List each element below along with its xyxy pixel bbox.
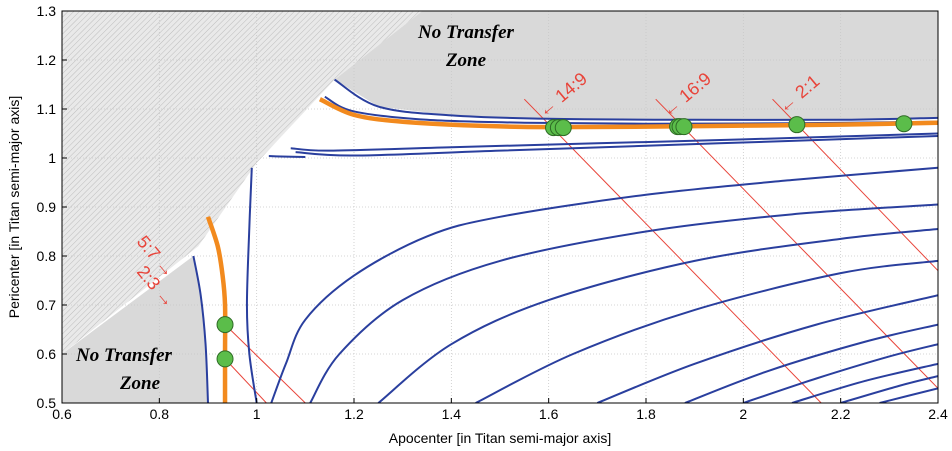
resonance-line-0 — [224, 324, 306, 403]
x-tick-label-2: 1 — [253, 406, 261, 422]
x-tick-label-8: 2.2 — [831, 406, 851, 422]
blue-curve-16 — [879, 387, 938, 403]
blue-curve-9 — [377, 228, 938, 403]
blue-curve-10 — [475, 259, 938, 403]
y-tick-label-0: 0.5 — [37, 395, 57, 411]
transfer-points — [216, 115, 913, 368]
x-tick-label-5: 1.6 — [539, 406, 559, 422]
blue-curve-4 — [295, 134, 938, 157]
y-tick-label-1: 0.6 — [37, 346, 57, 362]
resonance-line-2 — [523, 98, 822, 403]
transfer-point-6 — [788, 116, 806, 134]
x-tick-label-7: 2 — [739, 406, 747, 422]
x-tick-label-0: 0.6 — [52, 406, 72, 422]
y-tick-label-2: 0.7 — [37, 297, 57, 313]
y-axis-title: Pericenter [in Titan semi-major axis] — [6, 96, 22, 319]
x-axis-title: Apocenter [in Titan semi-major axis] — [389, 430, 612, 446]
y-tick-label-6: 1.1 — [37, 101, 57, 117]
blue-curve-2 — [290, 132, 938, 152]
curves — [192, 78, 938, 403]
blue-curve-14 — [791, 362, 938, 403]
blue-curve-12 — [684, 323, 938, 403]
no-transfer-regions — [62, 11, 938, 403]
resonance-line-1 — [224, 358, 267, 403]
y-tick-label-5: 1 — [48, 150, 56, 166]
blue-curve-13 — [743, 343, 938, 403]
blue-curve-11 — [596, 294, 938, 403]
transfer-point-2 — [554, 119, 572, 137]
zone-lower-line2: Zone — [119, 373, 161, 394]
zone-upper-line2: Zone — [445, 50, 487, 71]
x-tick-label-1: 0.8 — [150, 406, 170, 422]
axis-ticks: 0.6 0.8 1 1.2 1.4 1.6 1.8 2 2.2 2.40.50.60.70.80.… — [37, 3, 948, 422]
transfer-point-7 — [895, 115, 913, 133]
x-tick-label-9: 2.4 — [928, 406, 948, 422]
x-tick-label-4: 1.4 — [442, 406, 462, 422]
transfer-point-8 — [216, 316, 234, 334]
blue-curve-7 — [270, 166, 938, 403]
transfer-point-9 — [216, 350, 234, 368]
y-tick-label-8: 1.3 — [37, 3, 57, 19]
blue-curve-3 — [268, 155, 306, 159]
blue-curve-8 — [309, 203, 938, 403]
blue-curve-15 — [840, 375, 938, 403]
x-tick-label-3: 1.2 — [344, 406, 364, 422]
y-tick-label-3: 0.8 — [37, 248, 57, 264]
zone-upper-line1: No Transfer — [417, 22, 514, 43]
x-tick-label-6: 1.8 — [636, 406, 656, 422]
shade-hatched-zone — [62, 11, 423, 354]
shade-lower-zone — [62, 256, 208, 403]
y-tick-label-7: 1.2 — [37, 52, 57, 68]
shade-upper-zone — [334, 11, 938, 120]
blue-curve-5 — [192, 255, 209, 403]
transfer-point-5 — [675, 118, 693, 136]
blue-curve-6 — [245, 167, 258, 403]
blue-curve-0 — [333, 78, 938, 121]
y-tick-label-4: 0.9 — [37, 199, 57, 215]
zone-lower-line1: No Transfer — [75, 345, 172, 366]
